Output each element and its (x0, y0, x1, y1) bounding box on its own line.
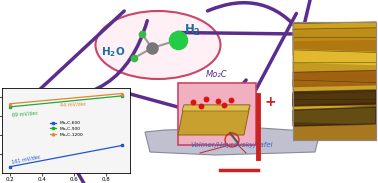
Polygon shape (293, 104, 376, 124)
Polygon shape (293, 63, 376, 72)
Polygon shape (293, 92, 376, 104)
Polygon shape (293, 38, 376, 55)
Polygon shape (293, 28, 376, 40)
Text: Mo₂C: Mo₂C (206, 70, 228, 79)
Polygon shape (293, 90, 376, 106)
Polygon shape (293, 99, 376, 108)
Polygon shape (293, 80, 376, 93)
Bar (178, 83, 256, 145)
Text: 69 mV/dec: 69 mV/dec (12, 110, 38, 117)
Polygon shape (178, 105, 250, 135)
Text: $\mathbf{H_2O}$: $\mathbf{H_2O}$ (101, 45, 125, 59)
Text: Volmer/Heyrovsky/Tafel: Volmer/Heyrovsky/Tafel (191, 142, 273, 148)
Text: +: + (265, 95, 277, 109)
Text: 44 mV/dec: 44 mV/dec (60, 101, 86, 108)
Polygon shape (293, 22, 376, 31)
Polygon shape (293, 50, 376, 65)
Bar (293, 22, 376, 140)
Text: 161 mV/dec: 161 mV/dec (12, 154, 42, 164)
Polygon shape (145, 128, 320, 155)
Legend: Mo₂C-600, Mo₂C-900, Mo₂C-1200: Mo₂C-600, Mo₂C-900, Mo₂C-1200 (50, 121, 83, 137)
Polygon shape (182, 105, 250, 111)
Text: $\mathbf{H_2}$: $\mathbf{H_2}$ (184, 23, 200, 38)
Bar (293, 22, 376, 140)
Ellipse shape (96, 11, 220, 79)
Polygon shape (293, 71, 376, 87)
Polygon shape (293, 107, 376, 126)
